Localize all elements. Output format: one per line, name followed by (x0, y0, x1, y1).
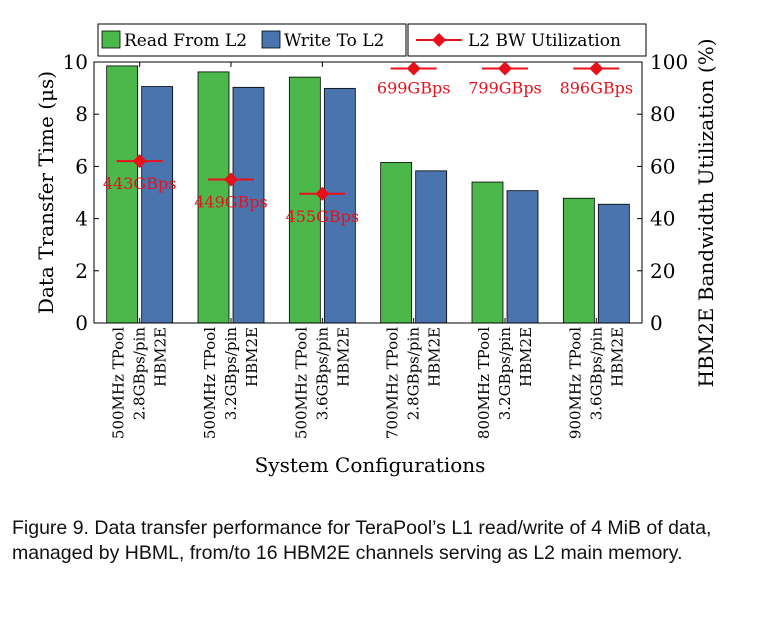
bars-layer (106, 65, 630, 324)
x-tick-label-line: 3.6GBps/pin (587, 327, 605, 421)
util-marker-3 (406, 61, 421, 76)
util-label-1: 449GBps (194, 192, 268, 211)
bar-write-0 (141, 86, 174, 324)
legend-box-line (407, 23, 647, 57)
legend-diamond-marker (432, 33, 446, 47)
x-tick-label-line: 2.8GBps/pin (131, 327, 149, 421)
legend-label-line: L2 BW Utilization (468, 31, 621, 51)
y-left-tick-label: 6 (75, 154, 88, 178)
x-tick-label-line: 700MHz TPool (384, 327, 402, 439)
x-tick-label-line: 3.2GBps/pin (222, 327, 240, 421)
bar-write-1 (232, 86, 265, 324)
bar-write-2 (323, 87, 356, 324)
util-marker-4 (498, 61, 512, 76)
legend-swatch-read (101, 30, 121, 49)
bar-write-4 (506, 190, 539, 324)
x-tick-label-line: 3.2GBps/pin (496, 327, 514, 421)
util-marker-1 (224, 172, 238, 187)
x-tick-label-line: HBM2E (243, 327, 261, 387)
util-label-4: 799GBps (468, 79, 542, 98)
y-left-tick-label: 0 (75, 311, 88, 335)
x-axis-label: System Configurations (255, 453, 486, 477)
legend-label-read: Read From L2 (124, 31, 247, 51)
x-tick-label-line: HBM2E (152, 327, 170, 387)
x-tick-label-line: 2.8GBps/pin (405, 327, 423, 421)
bar-read-4 (471, 181, 504, 324)
x-tick-label-line: 900MHz TPool (566, 327, 584, 439)
util-marker-0 (132, 154, 147, 169)
y-right-tick-label: 60 (650, 154, 675, 178)
y-right-tick-label: 0 (650, 311, 663, 335)
y-right-tick-label: 80 (650, 102, 675, 126)
x-tick-label-line: 800MHz TPool (475, 327, 493, 439)
plot-frame (93, 61, 643, 324)
y-right-tick-label: 40 (650, 207, 675, 231)
y-left-tick-label: 2 (75, 259, 88, 283)
legend-swatch-write (261, 30, 281, 49)
bar-read-2 (288, 76, 321, 324)
line-layer: 443GBps 449GBps 455GBps 699GBps 799GBps 896GB… (103, 61, 634, 226)
x-tick-label-line: HBM2E (517, 327, 535, 387)
y-right-tick-label: 100 (650, 50, 688, 74)
util-label-2: 455GBps (286, 207, 360, 226)
x-tick-label-line: 500MHz TPool (110, 327, 128, 439)
legend-label-write: Write To L2 (284, 31, 384, 51)
bar-write-5 (597, 203, 630, 324)
y-axis-right-label: HBM2E Bandwidth Utilization (%) (694, 38, 718, 387)
x-tick-label-line: 500MHz TPool (292, 327, 310, 439)
util-marker-2 (315, 186, 330, 201)
util-label-0: 443GBps (103, 174, 177, 193)
y-left-tick-label: 10 (63, 50, 88, 74)
util-label-3: 699GBps (377, 79, 451, 98)
figure-caption: Figure 9. Data transfer performance for … (12, 517, 712, 564)
x-tick-label-line: HBM2E (426, 327, 444, 387)
x-tick-label-line: HBM2E (608, 327, 626, 387)
bar-read-5 (562, 197, 595, 324)
legend-box-bars (97, 23, 407, 57)
bar-write-3 (415, 170, 448, 324)
y-right-tick-label: 20 (650, 259, 675, 283)
y-axis-left-label: Data Transfer Time (μs) (34, 71, 58, 314)
y-left-tick-label: 4 (75, 207, 88, 231)
x-tick-label-line: HBM2E (334, 327, 352, 387)
y-left-tick-label: 8 (75, 102, 88, 126)
x-tick-label-line: 500MHz TPool (201, 327, 219, 439)
bar-read-3 (380, 162, 413, 324)
util-label-5: 896GBps (560, 79, 634, 98)
x-tick-label-line: 3.6GBps/pin (313, 327, 331, 421)
util-marker-5 (589, 61, 604, 76)
bar-read-1 (197, 71, 230, 324)
bar-read-0 (106, 65, 139, 324)
